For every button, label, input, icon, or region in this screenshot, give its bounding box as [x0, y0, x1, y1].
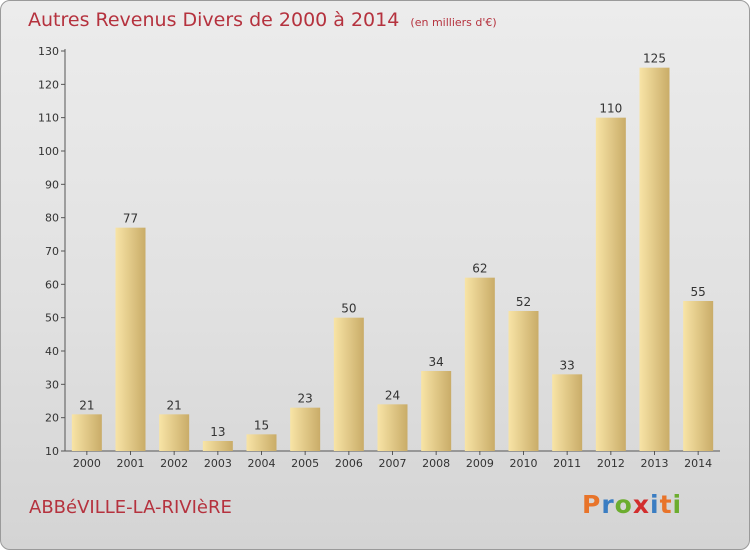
- y-tick-label: 110: [38, 112, 59, 125]
- value-label: 125: [643, 52, 666, 66]
- y-tick-label: 130: [38, 45, 59, 58]
- value-label: 52: [516, 295, 531, 309]
- bar-2012: [595, 117, 626, 452]
- x-tick-label: 2011: [553, 457, 581, 470]
- y-tick-label: 90: [45, 178, 59, 191]
- logo-letter: P: [582, 490, 602, 519]
- x-tick-label: 2000: [73, 457, 101, 470]
- logo-letter: o: [614, 490, 633, 519]
- bar-2007: [377, 404, 408, 451]
- value-label: 24: [385, 388, 400, 402]
- x-tick-label: 2006: [335, 457, 363, 470]
- bar-2011: [552, 374, 583, 451]
- y-tick-label: 120: [38, 78, 59, 91]
- y-tick-label: 70: [45, 245, 59, 258]
- x-tick-label: 2003: [204, 457, 232, 470]
- chart-title: Autres Revenus Divers de 2000 à 2014: [28, 9, 400, 31]
- x-tick-label: 2014: [684, 457, 712, 470]
- bar-2006: [333, 317, 364, 451]
- x-tick-label: 2001: [117, 457, 145, 470]
- logo-letter: t: [659, 490, 673, 519]
- bar-2008: [421, 371, 452, 451]
- bar-2000: [71, 414, 102, 451]
- value-label: 55: [691, 285, 706, 299]
- y-tick-label: 50: [45, 312, 59, 325]
- bars: [71, 67, 714, 452]
- logo-letter: i: [672, 490, 683, 519]
- labels: 10 20 30 40 50 60 70 80 90 100 110 120 130 2000 21 2001…: [38, 45, 712, 470]
- bar-2001: [115, 227, 146, 451]
- y-tick-label: 100: [38, 145, 59, 158]
- bar-2002: [159, 414, 190, 451]
- y-tick-label: 30: [45, 378, 59, 391]
- bar-2009: [464, 277, 495, 451]
- logo-letter: x: [632, 490, 650, 519]
- bar-2005: [290, 407, 321, 451]
- x-tick-label: 2005: [291, 457, 319, 470]
- x-tick-label: 2004: [248, 457, 276, 470]
- chart-unit: (en milliers d'€): [410, 16, 497, 29]
- bar-2010: [508, 311, 539, 451]
- x-tick-label: 2012: [597, 457, 625, 470]
- logo-letter: i: [650, 490, 660, 519]
- value-label: 34: [429, 355, 444, 369]
- y-tick-label: 60: [45, 278, 59, 291]
- x-tick-label: 2007: [379, 457, 407, 470]
- logo-letter: r: [601, 490, 615, 519]
- x-tick-label: 2009: [466, 457, 494, 470]
- value-label: 110: [599, 102, 622, 116]
- commune-name: ABBéVILLE-LA-RIVIèRE: [29, 497, 232, 518]
- value-label: 13: [210, 425, 225, 439]
- x-tick-label: 2008: [422, 457, 450, 470]
- value-label: 62: [472, 262, 487, 276]
- value-label: 21: [167, 398, 182, 412]
- value-label: 21: [79, 398, 94, 412]
- y-tick-label: 20: [45, 412, 59, 425]
- title-block: Autres Revenus Divers de 2000 à 2014 (en…: [28, 9, 497, 31]
- y-tick-label: 10: [45, 445, 59, 458]
- bar-2014: [683, 301, 714, 451]
- value-label: 77: [123, 212, 138, 226]
- bar-2013: [639, 67, 670, 452]
- x-tick-label: 2002: [160, 457, 188, 470]
- value-label: 33: [560, 358, 575, 372]
- bar-2003: [202, 441, 233, 451]
- x-tick-label: 2013: [641, 457, 669, 470]
- value-label: 15: [254, 418, 269, 432]
- bar-2004: [246, 434, 277, 451]
- x-tick-label: 2010: [510, 457, 538, 470]
- proxiti-logo: Proxiti: [582, 490, 682, 519]
- value-label: 50: [341, 302, 356, 316]
- y-tick-label: 40: [45, 345, 59, 358]
- y-tick-label: 80: [45, 212, 59, 225]
- value-label: 23: [298, 392, 313, 406]
